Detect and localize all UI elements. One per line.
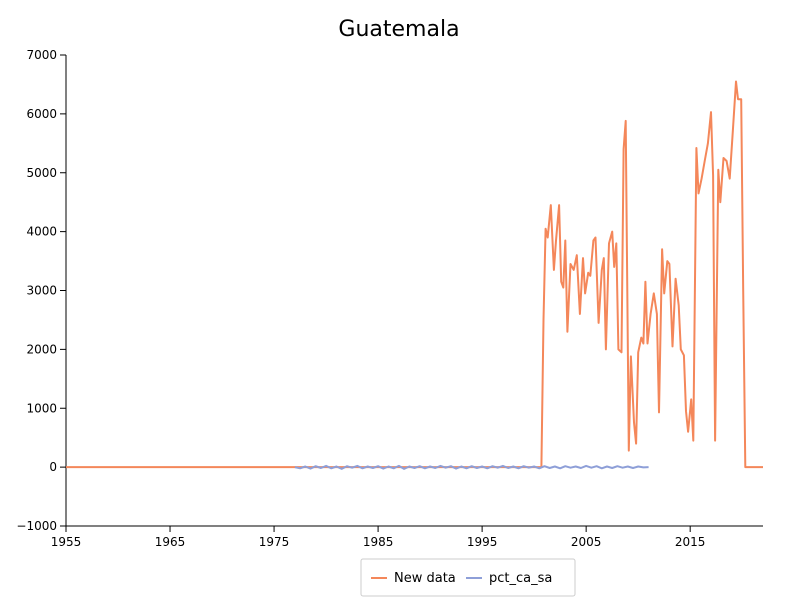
y-tick-label: 5000 <box>26 166 57 180</box>
legend-label: pct_ca_sa <box>489 571 552 586</box>
x-tick-label: 2005 <box>571 535 602 549</box>
y-tick-label: 1000 <box>26 401 57 415</box>
y-tick-label: 2000 <box>26 342 57 356</box>
x-tick-label: 1985 <box>363 535 394 549</box>
y-tick-label: 3000 <box>26 284 57 298</box>
series-layer <box>66 80 763 470</box>
chart-title: Guatemala <box>338 17 459 42</box>
x-tick-label: 1965 <box>155 535 186 549</box>
legend-label: New data <box>394 571 456 586</box>
series-line-new-data <box>66 80 763 469</box>
x-tick-label: 1955 <box>51 535 82 549</box>
x-tick-label: 2015 <box>675 535 706 549</box>
legend: New data pct_ca_sa <box>360 558 576 597</box>
series-line-pct-ca-sa <box>294 464 649 470</box>
y-tick-label: 0 <box>49 460 57 474</box>
y-tick-label: 4000 <box>26 225 57 239</box>
axes: −1000 0 1000 2000 3000 4000 5000 6000 7000 1955 19… <box>16 48 763 549</box>
x-tick-label: 1975 <box>259 535 290 549</box>
y-tick-label: −1000 <box>16 519 57 533</box>
y-tick-label: 6000 <box>26 107 57 121</box>
y-tick-label: 7000 <box>26 48 57 62</box>
x-tick-label: 1995 <box>467 535 498 549</box>
